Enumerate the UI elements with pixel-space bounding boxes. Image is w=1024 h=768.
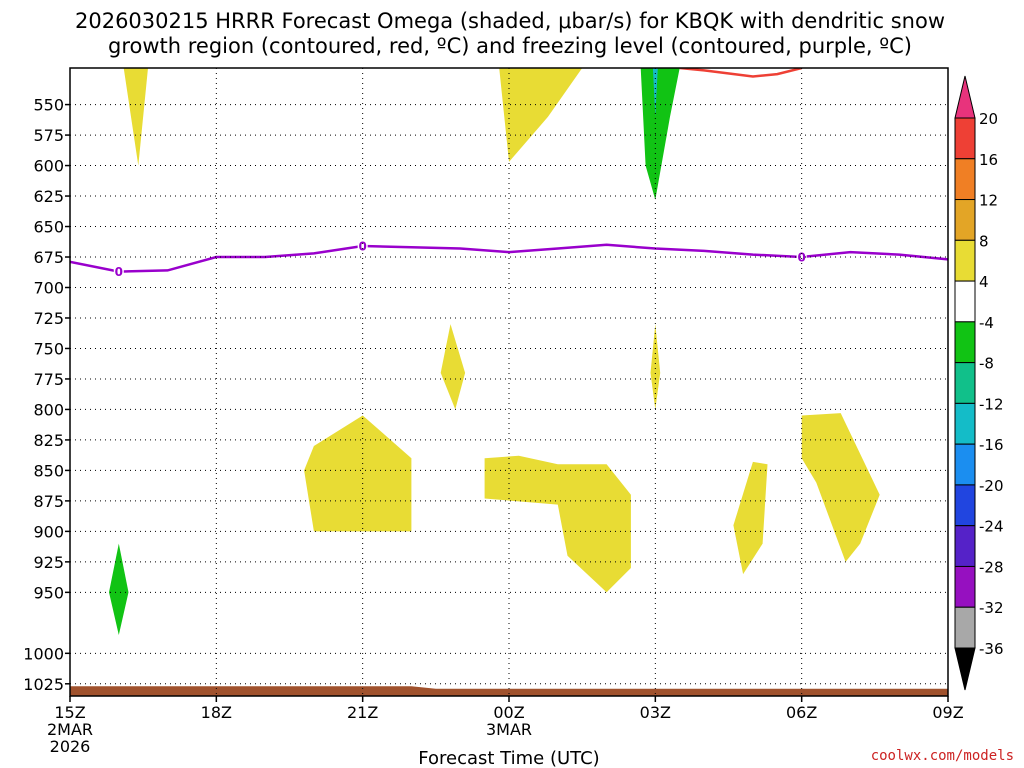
omega-area-2	[640, 68, 680, 200]
colorbar-tick-label: -12	[979, 395, 1004, 413]
y-axis: 550 575 600 625 650 675 700 725 750 775 800 825 850 8…	[23, 96, 70, 694]
colorbar-tick-label: -20	[979, 477, 1004, 495]
colorbar-segment	[954, 402, 976, 445]
x-tick-date: 2MAR	[47, 720, 93, 739]
freezing-label-bg	[113, 263, 124, 280]
y-tick-label: 650	[33, 218, 64, 237]
colorbar-tick-label: -24	[979, 518, 1004, 536]
y-tick-label: 900	[33, 522, 64, 541]
omega-area-3	[652, 68, 658, 117]
colorbar-segment	[954, 199, 976, 241]
y-tick-label: 1000	[23, 644, 64, 663]
x-tick-label: 18Z	[201, 703, 232, 722]
omega-area-8	[733, 461, 768, 575]
colorbar-segment	[954, 158, 976, 201]
colorbar-segment	[954, 239, 976, 282]
surface-terrain	[70, 686, 948, 696]
x-tick-label: 03Z	[640, 703, 671, 722]
x-tick-label: 06Z	[786, 703, 817, 722]
y-tick-label: 575	[33, 126, 64, 145]
omega-area-0	[123, 68, 148, 166]
colorbar-segment	[954, 321, 976, 364]
colorbar-segment	[954, 280, 976, 323]
omega-area-7	[484, 455, 631, 593]
colorbar-segment	[954, 117, 976, 160]
y-tick-label: 850	[33, 461, 64, 480]
colorbar-segment	[954, 565, 976, 608]
x-tick-label: 09Z	[932, 703, 963, 722]
y-tick-label: 1025	[23, 675, 64, 694]
colorbar-tick-label: -36	[979, 640, 1004, 658]
x-tick-label: 21Z	[347, 703, 378, 722]
chart-title-line-1: 2026030215 HRRR Forecast Omega (shaded, …	[75, 9, 945, 33]
y-tick-label: 600	[33, 157, 64, 176]
omega-area-6	[304, 415, 412, 532]
colorbar-tick-label: 16	[979, 151, 998, 169]
colorbar-segment	[954, 606, 976, 649]
plot-background	[70, 68, 948, 696]
y-tick-label: 725	[33, 309, 64, 328]
y-tick-label: 825	[33, 431, 64, 450]
colorbar-tick-label: -32	[979, 599, 1004, 617]
omega-area-1	[499, 68, 583, 162]
omega-shading: 0 0 0	[70, 68, 948, 696]
colorbar-tick-label: 20	[979, 110, 998, 128]
y-tick-label: 550	[33, 96, 64, 115]
colorbar-segment	[954, 362, 976, 404]
colorbar-tick-label: -4	[979, 314, 994, 332]
colorbar-segment	[954, 484, 976, 527]
y-tick-label: 800	[33, 400, 64, 419]
colorbar-tick-label: 8	[979, 232, 989, 250]
y-tick-label: 925	[33, 553, 64, 572]
freezing-level-label: 0	[358, 240, 366, 254]
colorbar-segment	[954, 443, 976, 486]
freezing-level-label: 0	[115, 265, 123, 279]
y-tick-label: 675	[33, 248, 64, 267]
x-tick-label: 00Z	[493, 703, 524, 722]
y-tick-label: 875	[33, 492, 64, 511]
x-axis-label: Forecast Time (UTC)	[418, 748, 599, 768]
colorbar-tick-label: -8	[979, 355, 994, 373]
omega-area-4	[440, 324, 466, 410]
x-tick-date: 3MAR	[486, 720, 532, 739]
chart-title-line-2: growth region (contoured, red, ºC) and f…	[108, 34, 912, 58]
omega-area-9	[801, 413, 880, 562]
x-tick-label: 15Z	[54, 703, 85, 722]
freezing-level-label: 0	[797, 251, 805, 265]
plot-area: 0 0 0 550 575 600 625 650 675 700 725 750 775 800 825 8…	[23, 67, 964, 756]
colorbar-tick-label: 12	[979, 192, 998, 210]
y-tick-label: 950	[33, 583, 64, 602]
colorbar-tick-label: -16	[979, 436, 1004, 454]
colorbar-top-arrow	[954, 75, 976, 119]
y-tick-label: 625	[33, 187, 64, 206]
y-tick-label: 700	[33, 278, 64, 297]
freezing-label-bg	[357, 238, 368, 255]
omega-area-10	[109, 543, 129, 635]
colorbar-segment	[954, 525, 976, 567]
colorbar-tick-label: 4	[979, 273, 989, 291]
colorbar-tick-label: -28	[979, 558, 1004, 576]
credit-text: coolwx.com/models	[871, 748, 1014, 764]
colorbar: 20 16 12 8 4 -4 -8 -12 -16 -20 -24 -28 -32 -36	[954, 75, 1004, 691]
dgz-contour	[679, 68, 803, 78]
x-tick-year: 2026	[50, 737, 91, 756]
y-tick-label: 775	[33, 370, 64, 389]
omega-area-5	[650, 324, 661, 410]
y-tick-label: 750	[33, 339, 64, 358]
freezing-label-bg	[796, 249, 807, 266]
colorbar-bottom-arrow	[954, 647, 976, 691]
